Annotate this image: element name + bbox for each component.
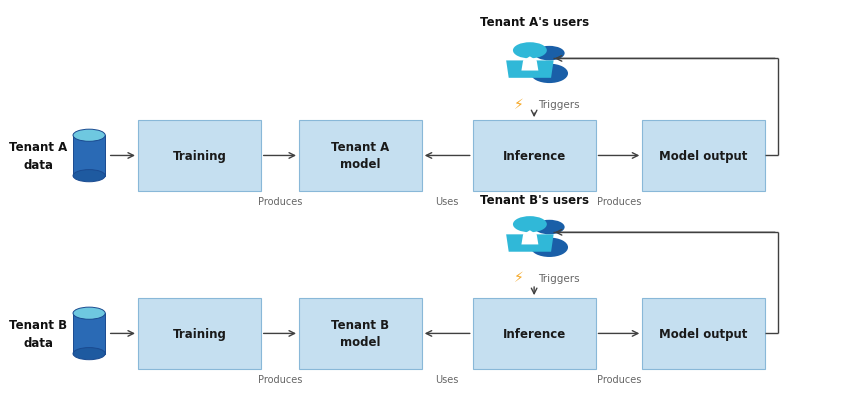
Ellipse shape (73, 170, 106, 182)
Ellipse shape (73, 130, 106, 142)
Circle shape (513, 43, 547, 59)
Polygon shape (506, 61, 553, 79)
Text: Produces: Produces (597, 196, 641, 207)
Text: Tenant A
model: Tenant A model (332, 141, 389, 171)
Text: Tenant B
model: Tenant B model (332, 319, 389, 348)
Text: Training: Training (173, 327, 226, 340)
Ellipse shape (531, 238, 568, 257)
FancyBboxPatch shape (299, 121, 422, 191)
Polygon shape (73, 313, 106, 354)
FancyBboxPatch shape (299, 298, 422, 369)
Text: Tenant B
data: Tenant B data (9, 318, 67, 349)
Text: Triggers: Triggers (539, 273, 580, 283)
Text: Uses: Uses (436, 374, 459, 384)
FancyBboxPatch shape (137, 298, 261, 369)
Text: Triggers: Triggers (539, 99, 580, 110)
Text: Tenant A's users: Tenant A's users (479, 16, 588, 29)
Circle shape (534, 220, 564, 235)
FancyBboxPatch shape (472, 121, 595, 191)
FancyBboxPatch shape (643, 121, 765, 191)
Text: Tenant A
data: Tenant A data (9, 141, 67, 171)
Polygon shape (521, 57, 539, 71)
Text: ⚡: ⚡ (514, 271, 524, 285)
Text: Inference: Inference (503, 150, 566, 162)
FancyBboxPatch shape (472, 298, 595, 369)
Text: Produces: Produces (258, 196, 302, 207)
Circle shape (513, 217, 547, 233)
Polygon shape (73, 136, 106, 176)
Ellipse shape (531, 65, 568, 84)
Ellipse shape (73, 308, 106, 319)
Text: Tenant B's users: Tenant B's users (479, 194, 588, 207)
Text: Training: Training (173, 150, 226, 162)
Ellipse shape (73, 348, 106, 360)
Text: Produces: Produces (597, 374, 641, 384)
Text: Inference: Inference (503, 327, 566, 340)
Polygon shape (506, 235, 553, 252)
Text: Model output: Model output (660, 150, 748, 162)
Circle shape (534, 47, 564, 61)
Text: Uses: Uses (436, 196, 459, 207)
Text: ⚡: ⚡ (514, 97, 524, 111)
Text: Model output: Model output (660, 327, 748, 340)
FancyBboxPatch shape (137, 121, 261, 191)
Text: Produces: Produces (258, 374, 302, 384)
FancyBboxPatch shape (643, 298, 765, 369)
Polygon shape (521, 231, 539, 245)
